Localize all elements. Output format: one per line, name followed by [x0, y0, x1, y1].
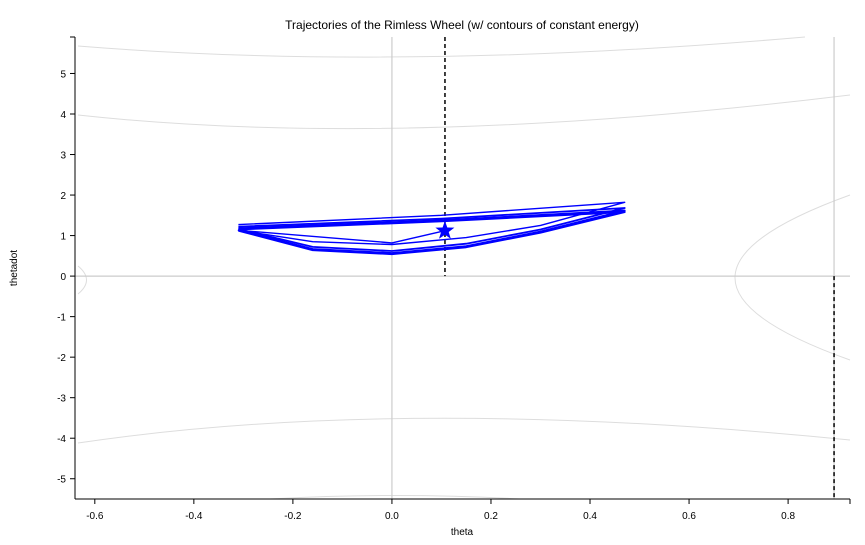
- y-tick-label-7: 2: [60, 191, 66, 202]
- y-tick-label-9: 4: [60, 110, 66, 121]
- contour-left-lobe: [77, 265, 87, 295]
- y-tick-label-4: -1: [57, 313, 66, 324]
- y-tick-label-3: -2: [57, 353, 66, 364]
- x-tick-label-4: 0.2: [484, 511, 498, 522]
- contour-bottom-1: [77, 417, 851, 444]
- y-tick-label-2: -3: [57, 394, 66, 405]
- x-axis-label: theta: [451, 527, 474, 538]
- contour-top-1: [77, 36, 806, 58]
- y-tick-label-6: 1: [60, 232, 66, 243]
- trajectory-loop-0: [237, 201, 626, 246]
- energy-contours: [77, 36, 851, 500]
- y-tick-label-0: -5: [57, 475, 66, 486]
- y-tick-label-10: 5: [60, 69, 66, 80]
- x-tick-label-2: -0.2: [284, 511, 302, 522]
- chart-title: Trajectories of the Rimless Wheel (w/ co…: [285, 18, 639, 32]
- x-tick-label-5: 0.4: [583, 511, 597, 522]
- x-tick-label-1: -0.4: [185, 511, 203, 522]
- axes: -0.6 -0.4 -0.2 0.0 0.2 0.4 0.6 0.8 -5 -4 -3 -2 -1 0 1 2…: [57, 36, 851, 522]
- x-tick-label-0: -0.6: [86, 511, 104, 522]
- reference-lines: [75, 37, 850, 499]
- y-tick-label-5: 0: [60, 272, 66, 283]
- y-tick-label-1: -4: [57, 434, 66, 445]
- x-tick-label-7: 0.8: [781, 511, 795, 522]
- contour-bottom-2: [269, 495, 521, 500]
- x-tick-label-6: 0.6: [682, 511, 696, 522]
- trajectory-loop-1: [238, 207, 626, 252]
- trajectory-loop-4: [238, 211, 626, 256]
- contour-top-2: [77, 94, 851, 130]
- initial-state-star: [435, 220, 455, 239]
- contour-right-lobe: [734, 194, 851, 361]
- x-tick-label-3: 0.0: [385, 511, 399, 522]
- star-marker: [435, 220, 455, 239]
- trajectory-curves: [237, 201, 626, 256]
- y-axis-label: thetadot: [9, 250, 20, 286]
- y-tick-label-8: 3: [60, 151, 66, 162]
